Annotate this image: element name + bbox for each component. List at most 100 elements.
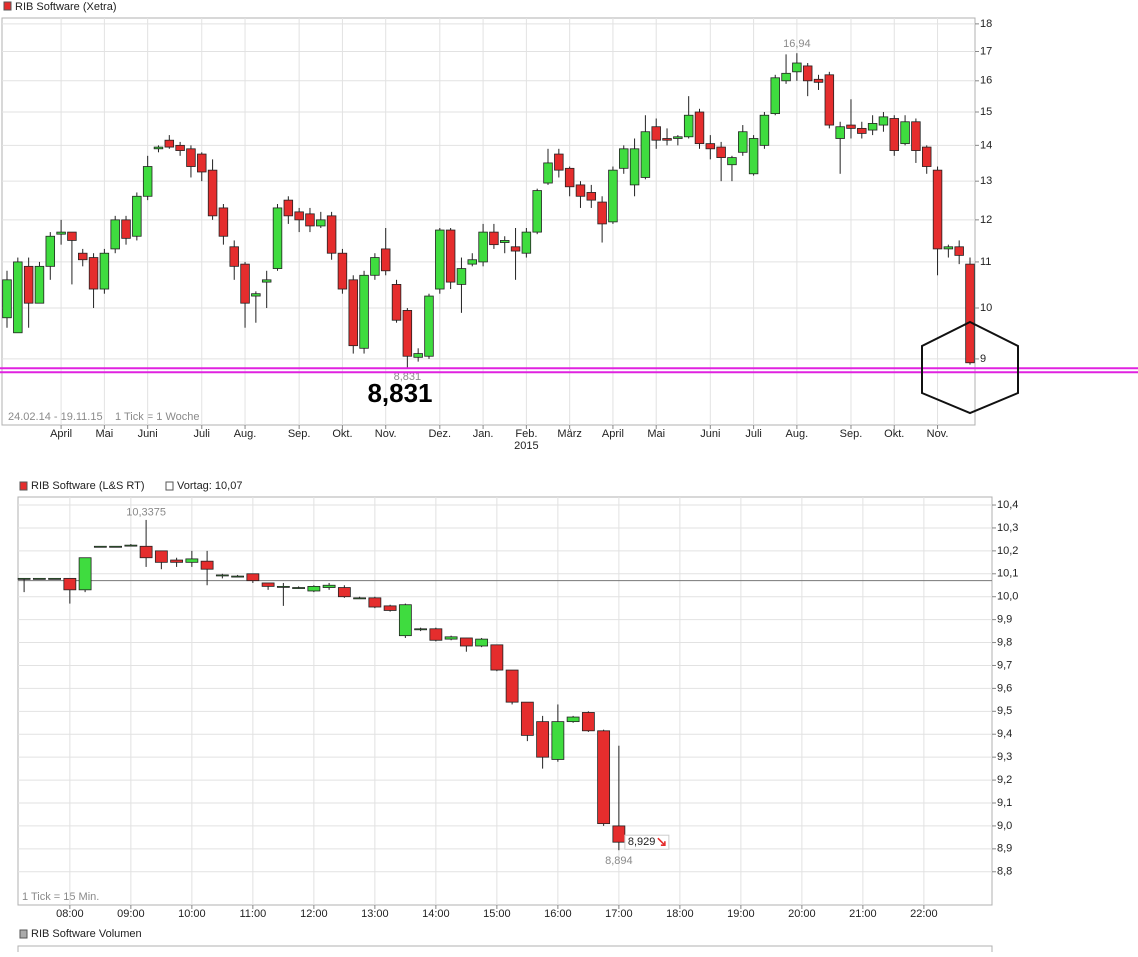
candle-body [551,721,565,760]
y-tick-label: 13 [980,175,992,187]
candle-body [597,730,611,825]
candle-body [276,585,290,588]
candle-body [292,587,306,589]
candle-body [246,573,260,582]
y-tick-label: 14 [980,139,992,151]
candle-body [521,231,532,254]
candle-body [322,584,336,588]
candle-body [175,144,185,151]
y-tick-label: 9,7 [997,659,1012,671]
date-range: 24.02.14 - 19.11.15 [8,411,103,423]
y-tick-label: 9,8 [997,636,1012,648]
candle-body [889,118,899,151]
candle-body [56,231,66,235]
candle-body [200,560,214,570]
candle-body [109,545,123,548]
low-label: 8,894 [605,855,633,867]
y-tick-label: 9,5 [997,705,1012,717]
candle-body [231,575,245,578]
plot-frame [17,496,993,906]
y-tick-label: 10,1 [997,568,1018,580]
candle-body [770,77,780,115]
y-tick-label: 9,6 [997,682,1012,694]
candle-body [78,557,92,591]
candle-body [240,263,250,304]
candle-body [337,587,351,598]
x-tick-label: 20:00 [788,908,816,920]
candle-body [581,712,595,732]
candle-body [489,231,499,246]
candle-body [835,126,845,139]
candle-body [17,577,31,580]
candle-body [164,139,175,148]
candle-body [716,146,726,158]
plot-frame [1,17,976,426]
legend-swatch [3,1,12,11]
y-tick-label: 8,8 [997,866,1012,878]
x-tick-label: März [557,428,581,440]
legend-label: RIB Software (L&S RT) [31,480,145,492]
candle-body [619,148,629,169]
y-tick-label: 18 [980,18,992,30]
x-tick-label: Nov. [927,428,949,440]
candle-body [932,169,943,250]
highlight-hexagon [921,320,1019,415]
candle-body [132,195,142,237]
candle-body [629,148,640,186]
candle-body [475,638,489,647]
candle-body [307,585,321,592]
candle-body [965,263,975,364]
candle-body [110,219,120,250]
candle-body [353,597,367,600]
candle-body [520,701,534,736]
candle-body [911,121,921,151]
x-tick-label: Nov. [375,428,397,440]
y-tick-label: 10,0 [997,591,1018,603]
candle-body [272,207,283,269]
candle-body [170,559,184,563]
candle-body [13,261,23,334]
legend-label: RIB Software (Xetra) [15,1,116,13]
x-tick-label: 09:00 [117,908,145,920]
candle-body [857,127,867,134]
y-tick-label: 16 [980,75,992,87]
low-label-large: 8,831 [367,378,432,408]
candle-body [748,138,759,175]
y-tick-label: 9 [980,353,986,365]
candle-body [846,124,856,129]
trend-arrow [657,837,666,846]
x-tick-label: Sep. [840,428,863,440]
x-tick-label: Juli [194,428,211,440]
candle-body [383,605,397,611]
x-tick-label: 21:00 [849,908,877,920]
candle-body [414,628,428,631]
y-tick-label: 9,0 [997,820,1012,832]
volume-frame [17,945,993,957]
candle-body [391,284,402,321]
candle-body [532,190,542,233]
x-tick-label: 14:00 [422,908,450,920]
x-tick-label: Aug. [234,428,257,440]
x-tick-label: 22:00 [910,908,938,920]
candle-body [543,162,553,184]
candle-body [500,240,510,243]
candle-body [640,131,651,178]
y-tick-label: 10,4 [997,499,1018,511]
y-tick-label: 10 [980,302,992,314]
low-label: 8,831 [394,371,422,383]
y-tick-label: 17 [980,45,992,57]
candle-body [566,716,580,723]
last-price-label: 8,929 [628,836,656,848]
candle-body [435,229,445,290]
candle-body [370,257,380,276]
candle-body [536,721,550,758]
x-tick-label: Aug. [786,428,809,440]
candle-body [93,545,107,548]
candle-body [738,131,748,153]
candle-body [398,604,412,637]
candle-body [305,213,315,227]
candle-body [467,259,477,265]
candle-body [402,310,413,357]
x-tick-label: Jan. [473,428,494,440]
candle-body [154,550,168,563]
